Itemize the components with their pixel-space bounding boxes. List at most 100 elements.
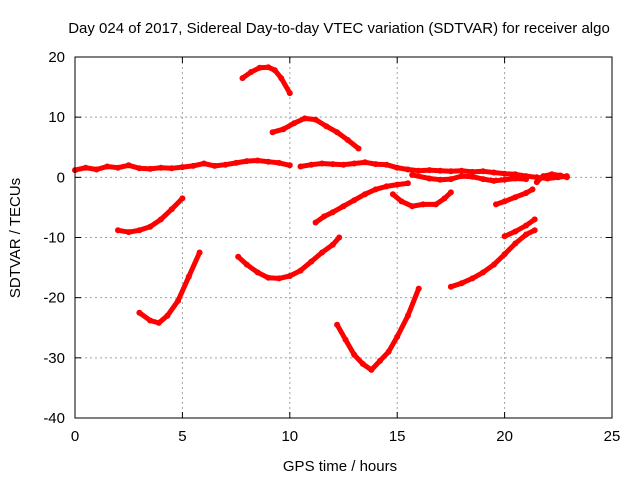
data-point	[286, 90, 293, 97]
data-point	[308, 258, 315, 265]
data-point	[239, 75, 246, 82]
data-point	[385, 348, 392, 355]
data-point	[265, 274, 272, 281]
data-point	[164, 312, 171, 319]
data-point	[321, 213, 328, 220]
data-point	[447, 168, 454, 175]
data-point	[136, 165, 143, 172]
data-point	[426, 167, 433, 174]
data-point	[441, 195, 448, 202]
y-tick-label: 20	[48, 49, 65, 66]
data-point	[415, 167, 422, 174]
data-point	[512, 171, 519, 178]
data-point	[265, 158, 272, 165]
data-point	[297, 163, 304, 170]
data-point	[404, 166, 411, 173]
data-point	[93, 166, 100, 173]
x-tick-label: 10	[281, 428, 298, 445]
data-point	[211, 162, 218, 169]
data-point	[501, 251, 508, 258]
chart-title: Day 024 of 2017, Sidereal Day-to-day VTE…	[68, 20, 610, 37]
data-point	[271, 67, 278, 74]
data-point	[200, 160, 207, 167]
data-point	[458, 280, 465, 287]
data-point	[278, 75, 285, 82]
data-point	[362, 191, 368, 198]
data-point	[233, 159, 240, 166]
data-point	[362, 159, 368, 166]
data-point	[276, 275, 283, 282]
data-point	[243, 158, 250, 165]
data-point	[265, 64, 272, 71]
data-point	[312, 219, 319, 226]
data-point	[340, 203, 347, 210]
data-point	[185, 273, 192, 280]
data-point	[291, 120, 298, 127]
data-point	[147, 223, 154, 230]
data-point	[394, 333, 401, 340]
data-point	[432, 201, 439, 208]
data-point	[276, 159, 283, 166]
y-tick-label: -30	[43, 350, 65, 367]
data-point	[394, 181, 401, 188]
data-point	[147, 317, 154, 324]
data-point	[493, 201, 499, 208]
data-point	[512, 228, 519, 235]
grid	[75, 57, 612, 418]
data-point	[409, 171, 416, 178]
y-tick-label: -40	[43, 410, 65, 427]
data-point	[480, 168, 487, 175]
data-point	[323, 123, 330, 130]
data-point	[136, 227, 143, 234]
data-point	[334, 321, 341, 328]
data-point	[319, 160, 325, 167]
data-point	[501, 233, 508, 240]
data-point	[548, 171, 555, 178]
data-point	[383, 183, 390, 190]
data-point	[336, 234, 343, 241]
data-point	[490, 177, 497, 184]
data-point	[175, 297, 182, 304]
data-point	[269, 129, 276, 136]
data-point	[157, 164, 164, 171]
data-point	[563, 174, 570, 181]
series-sat-rise-right-b	[502, 216, 538, 239]
data-point	[155, 319, 162, 326]
data-point	[168, 165, 175, 172]
data-point	[523, 176, 530, 183]
x-tick-label: 20	[496, 428, 513, 445]
data-point	[398, 198, 405, 205]
data-point	[501, 176, 508, 183]
data-point	[501, 170, 508, 177]
data-point	[286, 273, 293, 279]
x-axis-title: GPS time / hours	[283, 458, 397, 475]
data-point	[125, 162, 132, 169]
series-sat-rise-mid	[313, 180, 411, 225]
series-sat-arc-10	[270, 115, 361, 151]
data-point	[329, 209, 336, 216]
y-tick-label: -20	[43, 290, 65, 307]
data-point	[426, 175, 433, 182]
data-point	[286, 162, 293, 169]
data-point	[329, 241, 336, 248]
data-point	[512, 175, 519, 182]
series-sat-dip-v	[136, 250, 203, 326]
series-layer	[72, 64, 570, 373]
data-point	[351, 351, 358, 358]
data-point	[368, 366, 375, 373]
data-point	[340, 161, 347, 168]
data-point	[377, 357, 383, 364]
data-point	[469, 275, 476, 282]
series-sat-u-middle	[235, 235, 342, 281]
data-point	[351, 197, 358, 204]
data-point	[355, 145, 362, 152]
data-point	[359, 360, 366, 367]
data-point	[523, 222, 530, 229]
data-point	[420, 201, 426, 208]
data-point	[301, 115, 308, 122]
data-point	[480, 269, 487, 276]
data-point	[222, 161, 229, 168]
x-tick-label: 25	[604, 428, 621, 445]
data-point	[280, 126, 287, 133]
